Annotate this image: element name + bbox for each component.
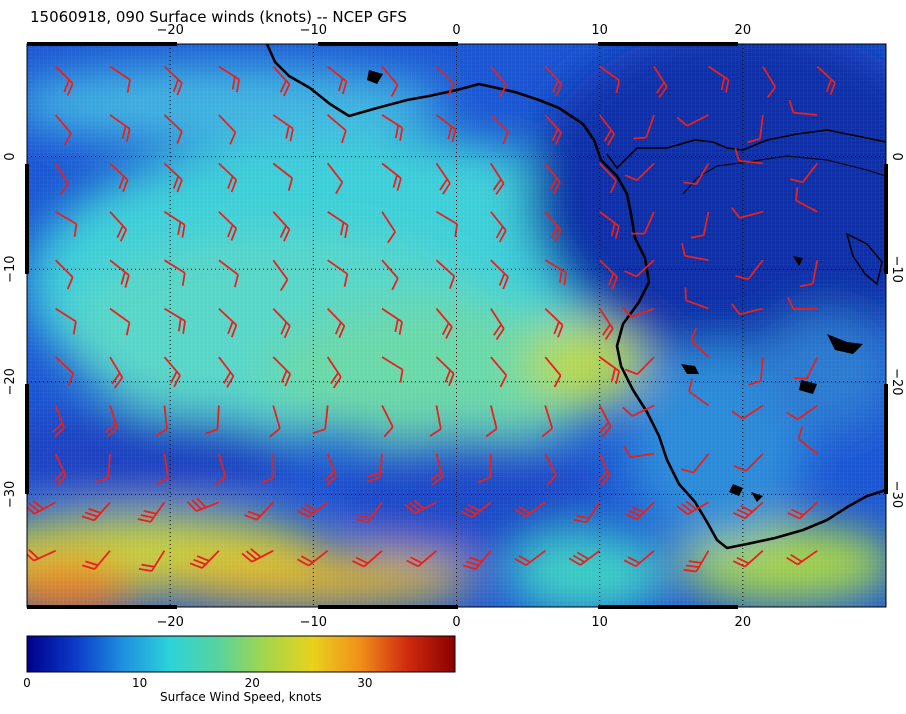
longitude-tick-label: −10 [300,615,327,630]
latitude-tick-label: −30 [3,481,18,508]
longitude-tick-label: 20 [735,615,752,630]
longitude-tick-label: 0 [452,615,460,630]
latitude-tick-label: −20 [889,368,904,395]
latitude-tick-label: −30 [889,481,904,508]
map-title: 15060918, 090 Surface winds (knots) -- N… [30,8,407,26]
colorbar-title: Surface Wind Speed, knots [160,690,322,704]
latitude-tick-label: 0 [3,152,18,160]
latitude-tick-label: −10 [889,255,904,282]
wind-map [27,44,886,607]
colorbar-tick-label: 10 [131,676,148,690]
longitude-tick-label: −20 [156,615,183,630]
latitude-tick-label: −20 [3,368,18,395]
longitude-tick-label: 10 [591,615,608,630]
latitude-tick-label: −10 [3,255,18,282]
colorbar-tick-label: 30 [357,676,373,690]
colorbar-tick-label: 0 [23,676,31,690]
longitude-tick-label: 0 [452,23,460,38]
colorbar-tick-label: 20 [244,676,260,690]
longitude-tick-label: 10 [591,23,608,38]
latitude-tick-label: 0 [889,152,904,160]
longitude-tick-label: 20 [735,23,752,38]
